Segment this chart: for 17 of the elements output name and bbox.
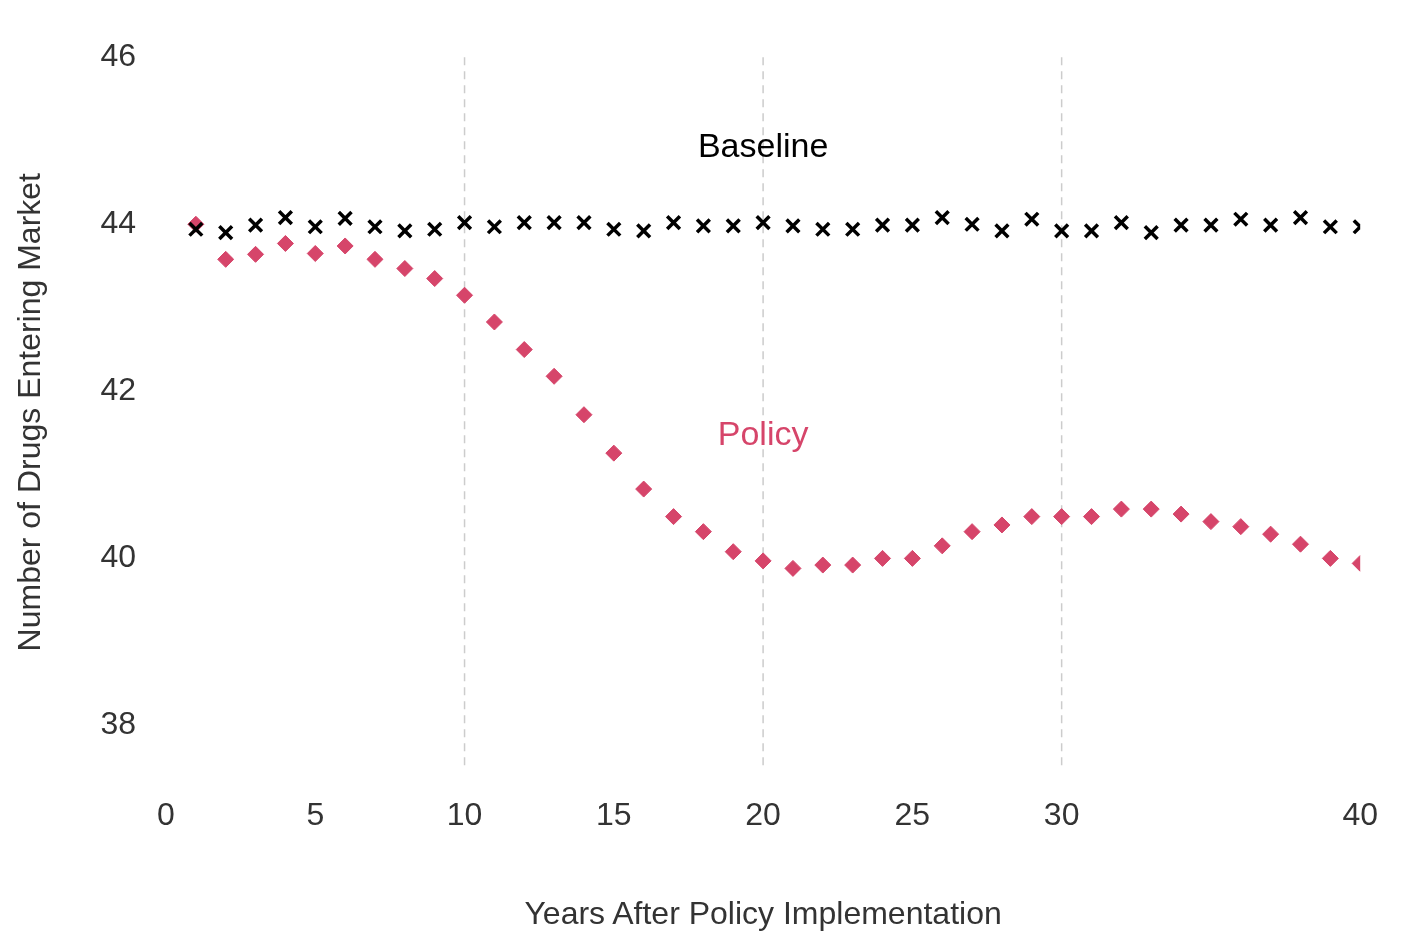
y-tick-label: 46 (100, 37, 136, 74)
y-tick-label: 44 (100, 204, 136, 241)
x-tick-label: 20 (745, 796, 781, 833)
y-tick-label: 38 (100, 705, 136, 742)
x-tick-label: 5 (306, 796, 325, 833)
y-tick-label: 42 (100, 371, 136, 408)
x-tick-label: 15 (596, 796, 632, 833)
y-tick-label: 40 (100, 538, 136, 575)
series-label: Baseline (697, 125, 829, 164)
text: Policy (717, 414, 809, 453)
x-tick-label: 10 (446, 796, 483, 833)
x-tick-label: 25 (894, 796, 931, 833)
x-tick-label: 40 (1342, 796, 1378, 833)
y-axis-title: Number of Drugs Entering Market (11, 172, 48, 652)
x-tick-label: 30 (1043, 796, 1080, 833)
x-axis-title: Years After Policy Implementation (524, 894, 1002, 931)
x-tick-label: 0 (157, 796, 175, 833)
